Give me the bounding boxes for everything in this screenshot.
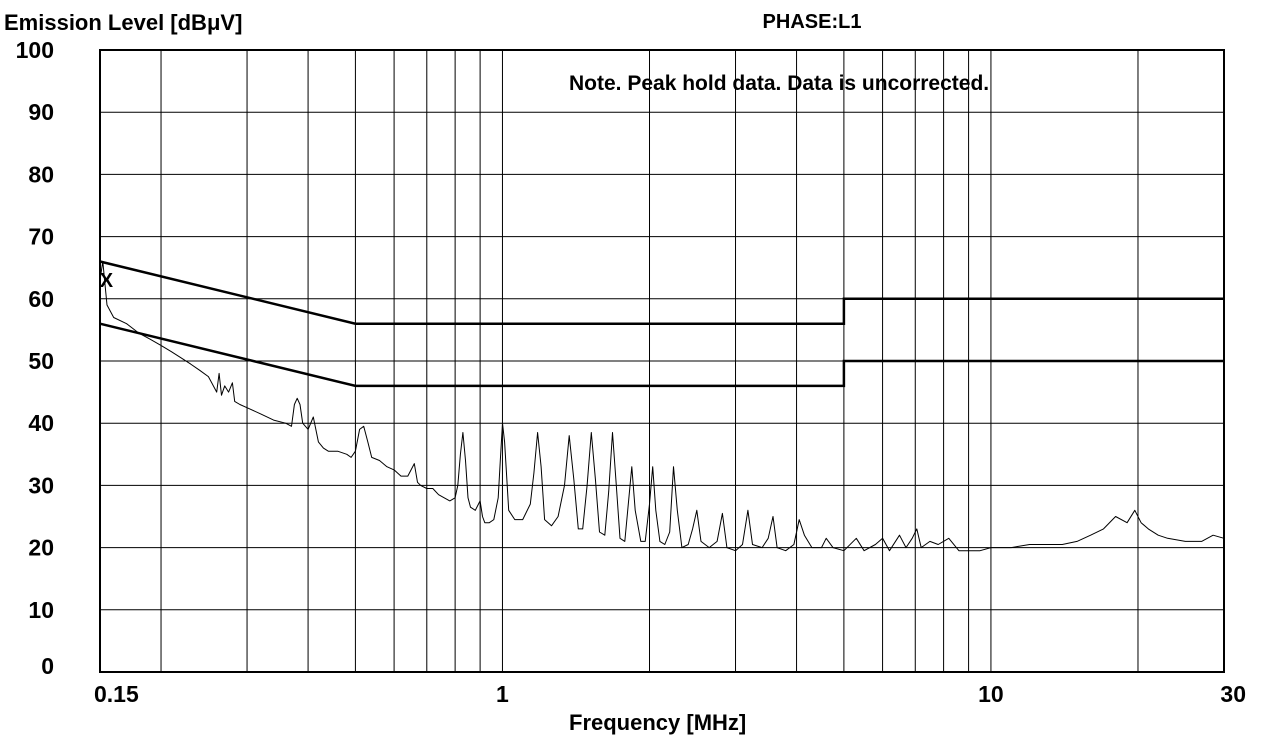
y-tick-label: 60 [28,286,54,312]
limit-line [99,322,1224,388]
y-tick-label: 50 [28,348,54,374]
peak-marker: X [100,270,114,292]
y-tick-label: 40 [28,410,54,436]
x-tick-label: 0.15 [94,681,139,707]
y-tick-label: 70 [28,224,54,250]
limit-lines [99,260,1224,388]
series-group [99,261,1225,552]
chart-title: PHASE:L1 [763,11,862,33]
y-axis-label: Emission Level [dBμV] [4,10,242,35]
x-tick-labels: 0.15 1 10 30 [94,681,1246,707]
y-tick-labels: 0 10 20 30 40 50 60 70 80 90 100 [16,37,54,679]
plot-frame [99,49,1225,673]
y-tick-label: 0 [41,653,54,679]
x-tick-label: 1 [496,681,509,707]
x-tick-label: 30 [1220,681,1246,707]
y-tick-label: 30 [28,472,54,498]
y-tick-label: 20 [28,535,54,561]
y-tick-label: 80 [28,161,54,187]
y-tick-label: 90 [28,99,54,125]
peak-marker-group: X [100,270,114,292]
limit-line [99,260,1224,325]
y-tick-label: 10 [28,597,54,623]
y-tick-label: 100 [16,37,54,63]
emission-trace [99,261,1225,552]
chart-note: Note. Peak hold data. Data is uncorrecte… [569,72,989,95]
x-tick-label: 10 [978,681,1004,707]
x-axis-label: Frequency [MHz] [569,710,746,735]
